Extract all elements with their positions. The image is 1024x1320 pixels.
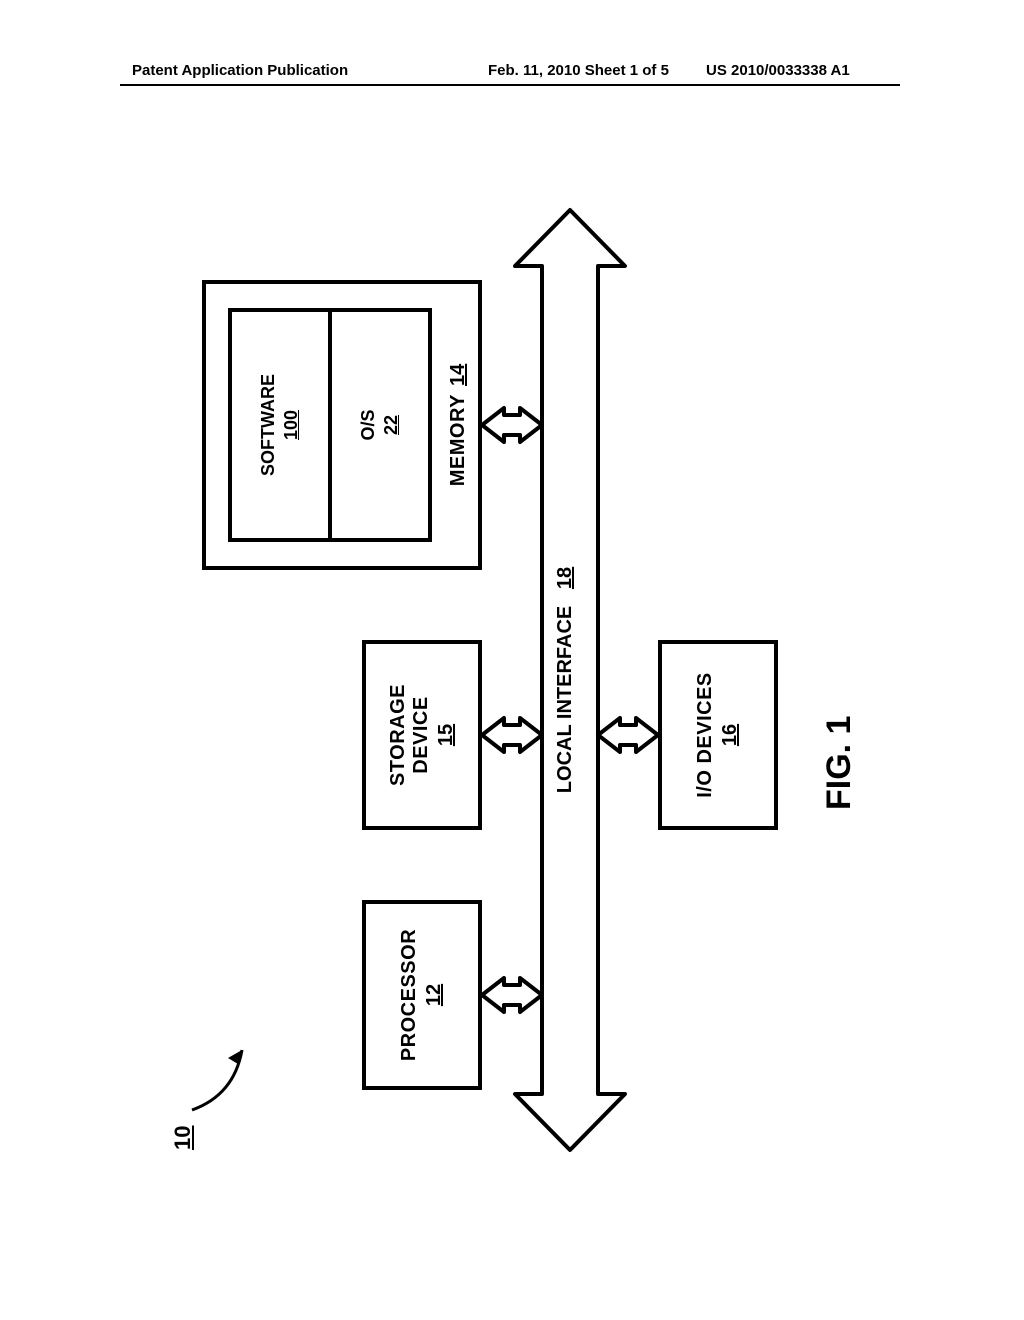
memory-inner: SOFTWARE 100 O/S 22 bbox=[228, 308, 428, 542]
storage-label: STORAGE DEVICE bbox=[387, 684, 433, 786]
io-ref: 16 bbox=[719, 724, 742, 746]
os-ref: 22 bbox=[381, 415, 402, 435]
header-rule bbox=[120, 84, 900, 86]
bus-label: LOCAL INTERFACE bbox=[554, 606, 576, 793]
processor-ref: 12 bbox=[423, 984, 446, 1006]
os-box: O/S 22 bbox=[328, 308, 432, 542]
memory-ref: 14 bbox=[447, 364, 470, 386]
memory-label: MEMORY bbox=[447, 394, 470, 486]
figure-stage: 10 PROCESSOR 12 STORAGE DEVICE 15 MEMORY… bbox=[132, 150, 892, 1210]
io-label: I/O DEVICES bbox=[694, 672, 717, 798]
bus-label-wrap: LOCAL INTERFACE 18 bbox=[554, 150, 577, 1210]
storage-ref: 15 bbox=[435, 724, 458, 746]
processor-label: PROCESSOR bbox=[398, 929, 421, 1061]
header-center: Feb. 11, 2010 Sheet 1 of 5 bbox=[488, 62, 669, 79]
io-box: I/O DEVICES 16 bbox=[658, 640, 778, 830]
software-label: SOFTWARE bbox=[258, 374, 279, 476]
bus-ref: 18 bbox=[554, 567, 576, 589]
header-left: Patent Application Publication bbox=[132, 62, 348, 79]
software-box: SOFTWARE 100 bbox=[228, 308, 332, 542]
header-right: US 2010/0033338 A1 bbox=[706, 62, 850, 79]
software-ref: 100 bbox=[281, 410, 302, 440]
processor-box: PROCESSOR 12 bbox=[362, 900, 482, 1090]
os-label: O/S bbox=[358, 410, 379, 441]
system-ref-label: 10 bbox=[170, 1126, 196, 1150]
storage-box: STORAGE DEVICE 15 bbox=[362, 640, 482, 830]
figure-caption: FIG. 1 bbox=[820, 716, 859, 810]
